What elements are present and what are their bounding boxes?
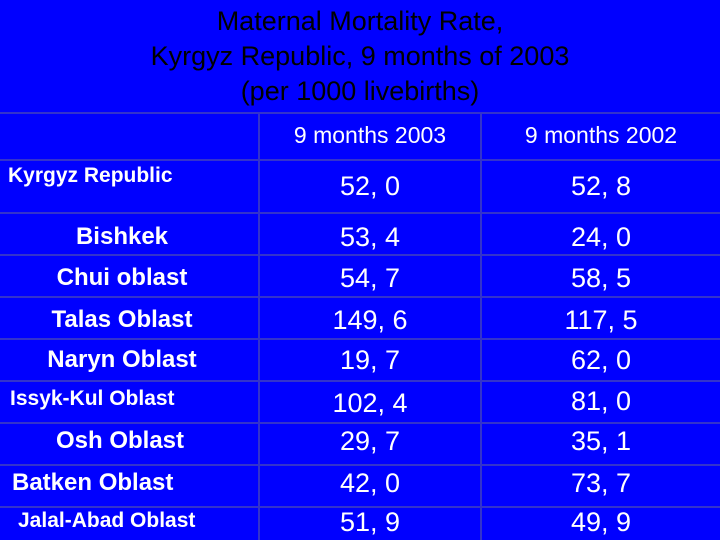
value-2003: 29, 7	[339, 425, 401, 456]
region-label: Jalal-Abad Oblast	[18, 509, 196, 532]
title-line-1: Maternal Mortality Rate,	[216, 6, 504, 36]
row-divider	[0, 296, 720, 298]
value-2003: 54, 7	[339, 262, 401, 293]
value-2003: 53, 4	[339, 221, 401, 252]
value-2002: 117, 5	[564, 304, 638, 335]
row-divider	[0, 506, 720, 508]
column-header-2002: 9 months 2002	[524, 122, 678, 148]
region-label: Issyk-Kul Oblast	[10, 387, 175, 410]
value-2002: 62, 0	[570, 344, 632, 375]
region-label: Talas Oblast	[51, 306, 193, 333]
value-2003: 149, 6	[332, 304, 408, 335]
region-label: Batken Oblast	[12, 469, 174, 496]
row-divider	[0, 212, 720, 214]
value-2002: 24, 0	[570, 221, 632, 252]
column-divider	[258, 112, 260, 540]
column-header-2003: 9 months 2003	[293, 122, 447, 148]
value-2003: 19, 7	[339, 344, 401, 375]
region-label: Chui oblast	[56, 264, 188, 291]
title-line-3: (per 1000 livebirths)	[240, 76, 480, 106]
value-2003: 51, 9	[339, 507, 401, 537]
value-2003: 52, 0	[339, 171, 401, 201]
header-divider	[0, 159, 720, 161]
row-divider	[0, 422, 720, 424]
value-2002: 35, 1	[570, 425, 632, 456]
value-2003: 102, 4	[332, 387, 408, 418]
region-label: Kyrgyz Republic	[8, 164, 173, 187]
title-line-2: Kyrgyz Republic, 9 months of 2003	[150, 41, 570, 71]
region-label: Osh Oblast	[55, 427, 185, 454]
row-divider	[0, 254, 720, 256]
row-divider	[0, 380, 720, 382]
value-2002: 73, 7	[570, 467, 632, 498]
column-divider	[480, 112, 482, 540]
row-divider	[0, 464, 720, 466]
value-2002: 81, 0	[570, 385, 632, 416]
value-2002: 49, 9	[570, 507, 632, 537]
row-divider	[0, 338, 720, 340]
region-label: Naryn Oblast	[47, 346, 197, 373]
value-2003: 42, 0	[339, 467, 401, 498]
mortality-table: 9 months 2003 9 months 2002 Kyrgyz Repub…	[0, 112, 720, 540]
region-label: Bishkek	[75, 223, 169, 250]
table-border-top	[0, 112, 720, 114]
value-2002: 58, 5	[570, 262, 632, 293]
page-title: Maternal Mortality Rate, Kyrgyz Republic…	[0, 4, 720, 109]
value-2002: 52, 8	[570, 171, 632, 201]
